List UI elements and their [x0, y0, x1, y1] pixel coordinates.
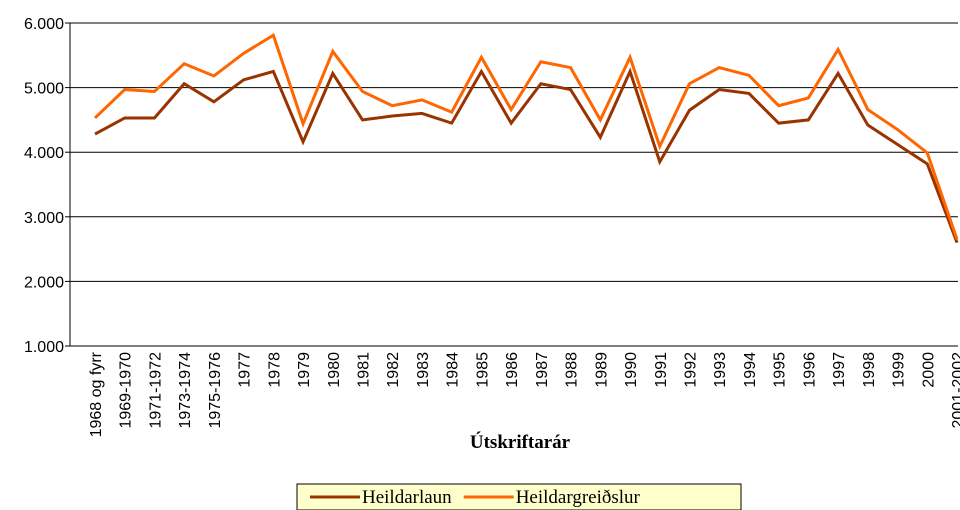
x-tick-label: 1983 — [415, 352, 432, 388]
x-tick-label: 2000 — [920, 352, 937, 388]
y-tick-label: 6.000 — [24, 16, 64, 33]
x-tick-label: 1998 — [861, 352, 878, 388]
legend: Heildarlaun Heildargreiðslur — [296, 483, 742, 510]
x-tick-label: 1994 — [742, 352, 759, 388]
legend-label: Heildarlaun — [362, 487, 452, 508]
x-tick-label: 1985 — [474, 352, 491, 388]
x-tick-label: 1980 — [326, 352, 343, 388]
x-tick-label: 1989 — [593, 352, 610, 388]
x-tick-label: 1996 — [801, 352, 818, 388]
x-tick-label: 1978 — [266, 352, 283, 388]
x-tick-label: 1999 — [891, 352, 908, 388]
x-tick-label: 1991 — [653, 352, 670, 388]
x-tick-label: 1987 — [534, 352, 551, 388]
x-tick-label: 2001-2002 — [950, 352, 960, 429]
x-tick-label: 1973-1974 — [177, 352, 194, 429]
y-tick-label: 1.000 — [24, 339, 64, 356]
x-tick-label: 1968 og fyrr — [88, 351, 105, 437]
y-tick-label: 5.000 — [24, 81, 64, 98]
y-tick-label: 4.000 — [24, 145, 64, 162]
legend-box — [296, 483, 742, 510]
x-tick-label: 1981 — [356, 352, 373, 388]
x-tick-label: 1997 — [831, 352, 848, 388]
x-tick-label: 1984 — [445, 352, 462, 388]
x-tick-label: 1993 — [712, 352, 729, 388]
x-tick-label: 1986 — [504, 352, 521, 388]
x-axis-label: Útskriftarár — [470, 431, 571, 453]
line-series — [94, 67, 959, 244]
line-series — [93, 33, 959, 240]
y-tick-label: 2.000 — [24, 274, 64, 291]
x-tick-label: 1982 — [385, 352, 402, 388]
x-tick-label: 1969-1970 — [118, 352, 135, 429]
x-tick-label: 1979 — [296, 352, 313, 388]
x-tick-label: 1990 — [623, 352, 640, 388]
x-tick-label: 1977 — [237, 352, 254, 388]
x-tick-label: 1971-1972 — [147, 352, 164, 429]
x-tick-label: 1975-1976 — [207, 352, 224, 429]
x-tick-label: 1992 — [682, 352, 699, 388]
y-tick-label: 3.000 — [24, 210, 64, 227]
legend-label: Heildargreiðslur — [516, 487, 641, 508]
x-tick-label: 1995 — [772, 352, 789, 388]
x-tick-label: 1988 — [564, 352, 581, 388]
